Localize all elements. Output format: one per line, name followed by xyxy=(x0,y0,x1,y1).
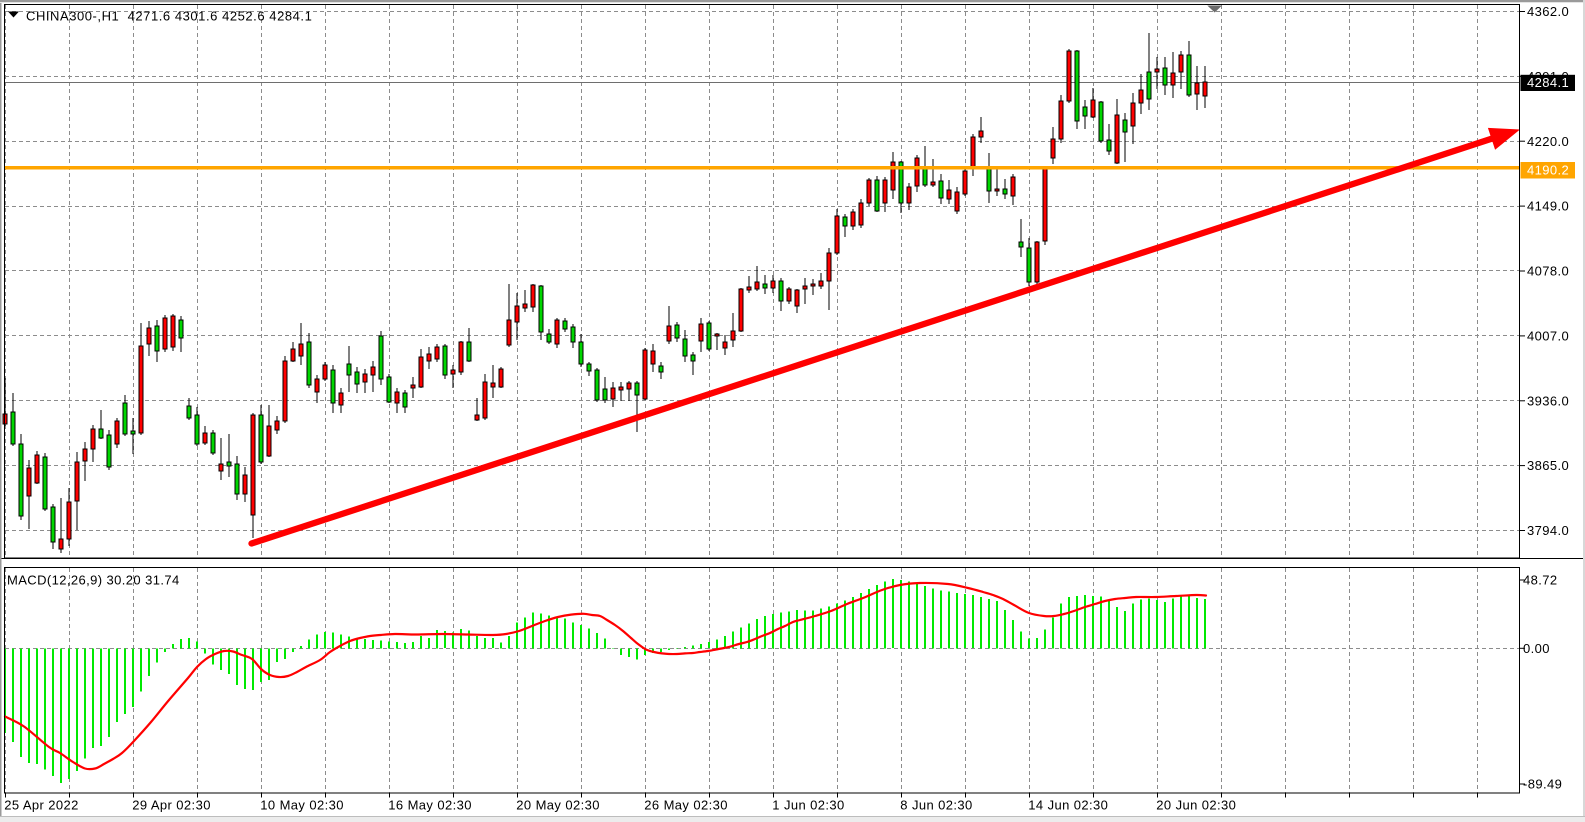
svg-text:10 May 02:30: 10 May 02:30 xyxy=(260,798,344,813)
svg-text:4220.0: 4220.0 xyxy=(1527,134,1569,149)
svg-text:25 Apr 2022: 25 Apr 2022 xyxy=(4,798,79,813)
svg-text:0.00: 0.00 xyxy=(1523,641,1550,656)
svg-text:16 May 02:30: 16 May 02:30 xyxy=(388,798,472,813)
svg-text:4190.2: 4190.2 xyxy=(1527,163,1569,178)
svg-text:8 Jun 02:30: 8 Jun 02:30 xyxy=(900,798,972,813)
svg-text:3865.0: 3865.0 xyxy=(1527,458,1569,473)
svg-text:3794.0: 3794.0 xyxy=(1527,523,1569,538)
svg-text:1 Jun 02:30: 1 Jun 02:30 xyxy=(772,798,844,813)
svg-text:3936.0: 3936.0 xyxy=(1527,393,1569,408)
svg-text:-89.49: -89.49 xyxy=(1523,777,1562,792)
svg-text:48.72: 48.72 xyxy=(1523,573,1558,588)
svg-text:20 Jun 02:30: 20 Jun 02:30 xyxy=(1156,798,1236,813)
svg-text:29 Apr 02:30: 29 Apr 02:30 xyxy=(132,798,211,813)
svg-text:MACD(12,26,9) 30.20 31.74: MACD(12,26,9) 30.20 31.74 xyxy=(7,573,180,588)
svg-text:20 May 02:30: 20 May 02:30 xyxy=(516,798,600,813)
svg-text:4362.0: 4362.0 xyxy=(1527,4,1569,19)
svg-text:CHINA300-,H1 4271.6 4301.6 42: CHINA300-,H1 4271.6 4301.6 4252.6 4284.1 xyxy=(26,9,312,24)
svg-text:4149.0: 4149.0 xyxy=(1527,199,1569,214)
svg-text:4078.0: 4078.0 xyxy=(1527,264,1569,279)
svg-text:4284.1: 4284.1 xyxy=(1527,75,1569,90)
svg-text:26 May 02:30: 26 May 02:30 xyxy=(644,798,728,813)
svg-text:14 Jun 02:30: 14 Jun 02:30 xyxy=(1028,798,1108,813)
svg-text:4007.0: 4007.0 xyxy=(1527,329,1569,344)
